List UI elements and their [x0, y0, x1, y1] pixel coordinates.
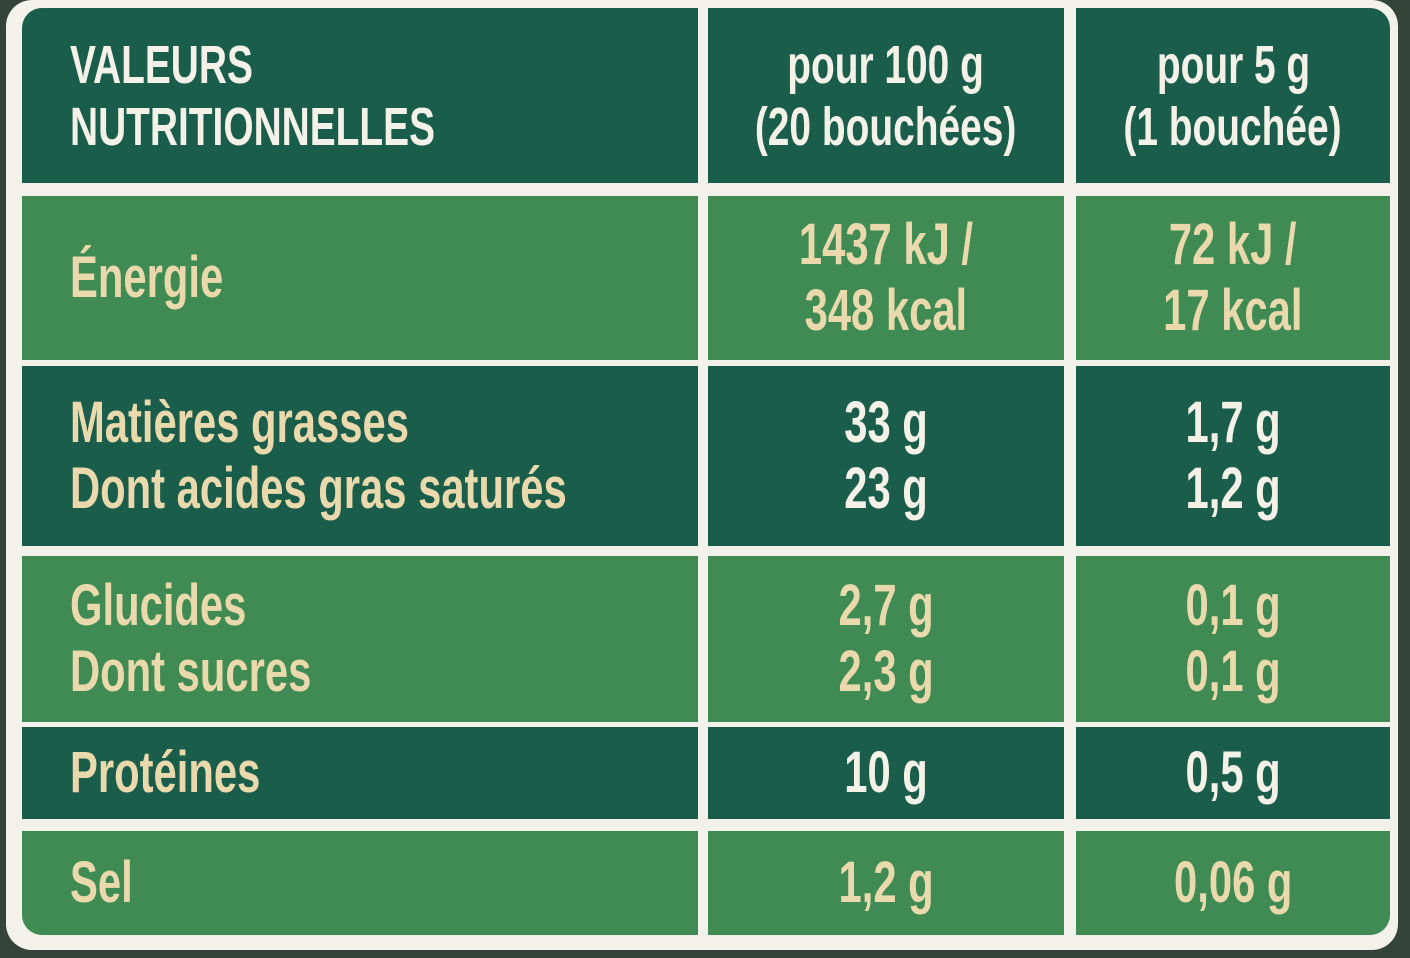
label-text: Protéines [70, 740, 261, 805]
row-carbs-5g: 0,1 g 0,1 g [1076, 556, 1390, 722]
label-text: Énergie [70, 245, 224, 310]
value-text: 1437 kJ / [798, 212, 974, 277]
row-carbs-100g: 2,7 g 2,3 g [708, 556, 1064, 722]
label-text: Matières grasses [70, 390, 409, 455]
value-text: 348 kcal [804, 278, 968, 343]
value-text: 33 g [844, 390, 928, 455]
value-text: 0,1 g [1185, 639, 1281, 704]
value-text: 0,5 g [1185, 740, 1281, 805]
value-text: 23 g [844, 456, 928, 521]
row-fats-5g: 1,7 g 1,2 g [1076, 366, 1390, 546]
label-text: Sel [70, 850, 133, 915]
row-energy-5g: 72 kJ / 17 kcal [1076, 196, 1390, 360]
value-text: 72 kJ / [1169, 212, 1297, 277]
label-text: Dont sucres [70, 639, 312, 704]
header-per-100g: pour 100 g (20 bouchées) [708, 8, 1064, 183]
header-per-5g: pour 5 g (1 bouchée) [1076, 8, 1390, 183]
header-title-cell: VALEURS NUTRITIONNELLES [22, 8, 698, 183]
value-text: 0,06 g [1173, 850, 1293, 915]
value-text: 1,7 g [1185, 390, 1281, 455]
row-protein-label: Protéines [22, 727, 698, 819]
header-col3-line2: (1 bouchée) [1123, 96, 1343, 157]
header-title-line1: VALEURS [70, 34, 253, 95]
label-text: Glucides [70, 573, 247, 638]
label-text: Dont acides gras saturés [70, 456, 567, 521]
row-salt-5g: 0,06 g [1076, 831, 1390, 935]
row-energy-100g: 1437 kJ / 348 kcal [708, 196, 1064, 360]
row-salt-label: Sel [22, 831, 698, 935]
row-carbs-label: Glucides Dont sucres [22, 556, 698, 722]
row-energy-label: Énergie [22, 196, 698, 360]
value-text: 17 kcal [1163, 278, 1303, 343]
header-col2-line1: pour 100 g [787, 34, 985, 95]
value-text: 1,2 g [1185, 456, 1281, 521]
row-fats-100g: 33 g 23 g [708, 366, 1064, 546]
header-title-line2: NUTRITIONNELLES [70, 96, 436, 157]
header-col3-line1: pour 5 g [1156, 34, 1310, 95]
value-text: 0,1 g [1185, 573, 1281, 638]
row-protein-100g: 10 g [708, 727, 1064, 819]
row-protein-5g: 0,5 g [1076, 727, 1390, 819]
nutrition-table: VALEURS NUTRITIONNELLES pour 100 g (20 b… [6, 0, 1398, 950]
value-text: 1,2 g [838, 850, 934, 915]
value-text: 2,3 g [838, 639, 934, 704]
row-fats-label: Matières grasses Dont acides gras saturé… [22, 366, 698, 546]
row-salt-100g: 1,2 g [708, 831, 1064, 935]
value-text: 2,7 g [838, 573, 934, 638]
value-text: 10 g [844, 740, 928, 805]
header-col2-line2: (20 bouchées) [755, 96, 1017, 157]
